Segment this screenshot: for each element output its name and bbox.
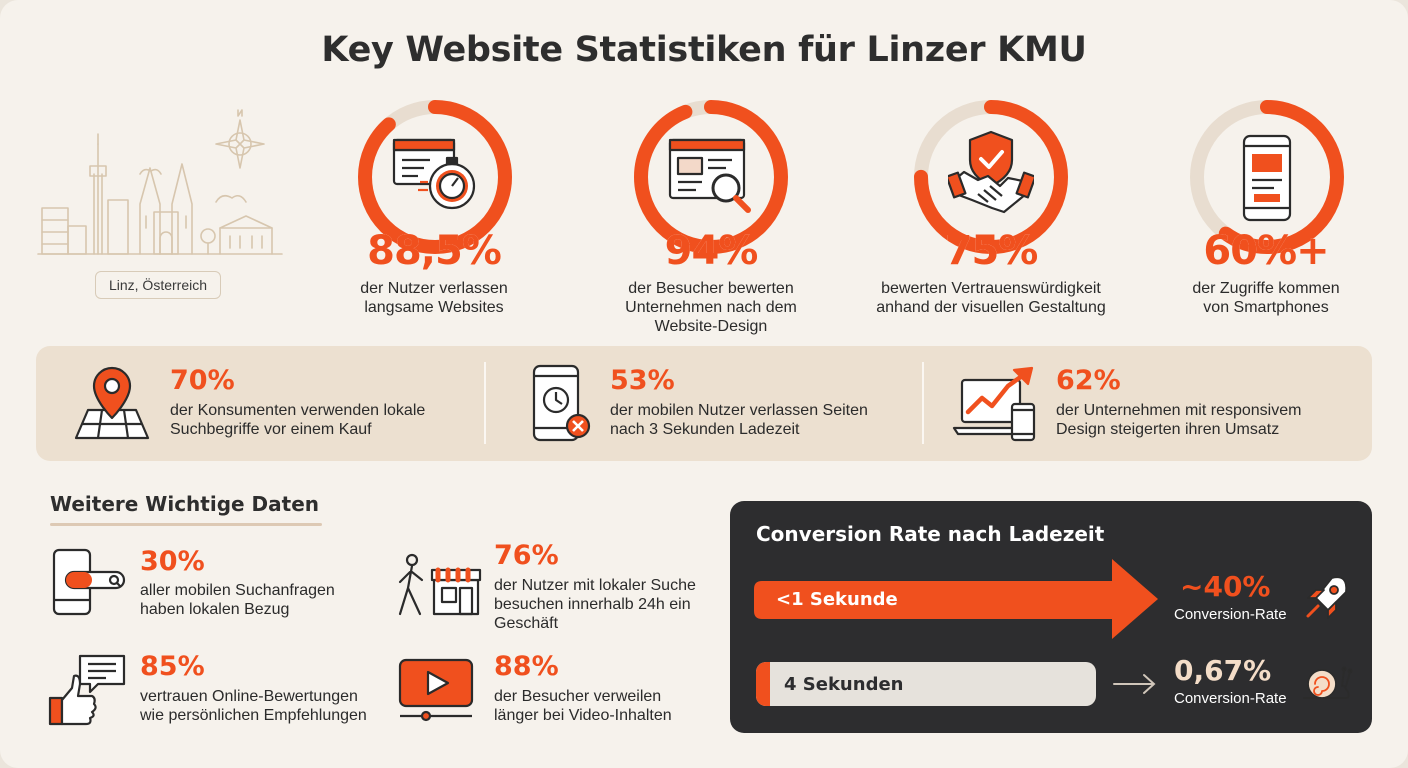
stat-desc-4-line2: von Smartphones — [1203, 299, 1329, 316]
band-divider — [922, 362, 924, 444]
stat-value-2: 94% — [664, 228, 759, 274]
stat-desc-1-line2: langsame Websites — [364, 299, 504, 316]
band-desc-3: der Unternehmen mit responsivem Design s… — [1056, 401, 1301, 439]
more-desc-2: der Nutzer mit lokaler Suche besuchen in… — [494, 576, 696, 633]
ring-progress-arc — [914, 100, 1068, 254]
more-value-1: 30% — [140, 546, 205, 577]
band-desc-1-line1: der Konsumenten verwenden lokale — [170, 402, 426, 419]
arrow-right-icon — [1113, 674, 1156, 694]
slow-conversion-sub: Conversion-Rate — [1174, 690, 1287, 707]
band-desc-2: der mobilen Nutzer verlassen Seiten nach… — [610, 401, 868, 439]
band-desc-1: der Konsumenten verwenden lokale Suchbeg… — [170, 401, 425, 439]
walking-store-icon — [398, 553, 482, 616]
ring-progress-arc — [1190, 100, 1344, 254]
more-desc-2-line1: der Nutzer mit lokaler Suche — [494, 577, 696, 594]
more-desc-2-line3: Geschäft — [494, 615, 559, 632]
rocket-icon — [1306, 576, 1348, 619]
band-divider — [484, 362, 486, 444]
stat-desc-4-line1: der Zugriffe kommen — [1192, 280, 1340, 297]
browser-magnifier-icon — [668, 138, 751, 213]
band-value-2: 53% — [610, 365, 675, 396]
phone-clock-icon — [532, 364, 591, 442]
band-value-3: 62% — [1056, 365, 1121, 396]
smartphone-icon — [1242, 134, 1292, 222]
stat-ring-4 — [1190, 100, 1344, 254]
more-desc-3: vertrauen Online-Bewertungen wie persönl… — [140, 687, 367, 725]
more-desc-1: aller mobilen Suchanfragen haben lokalen… — [140, 581, 335, 619]
section-underline — [50, 523, 322, 526]
more-value-4: 88% — [494, 651, 559, 682]
band-desc-3-line1: der Unternehmen mit responsivem — [1056, 402, 1302, 419]
stat-desc-2-line2: Unternehmen nach dem — [625, 299, 797, 316]
stat-ring-2 — [634, 100, 788, 254]
ring-progress-arc — [358, 100, 512, 254]
band-desc-1-line2: Suchbegriffe vor einem Kauf — [170, 421, 372, 438]
video-play-icon — [398, 658, 474, 722]
stat-value-3: 75% — [944, 228, 1039, 274]
ring-progress-arc — [634, 100, 788, 254]
more-desc-3-line2: wie persönlichen Empfehlungen — [140, 707, 367, 724]
slow-conversion-value: 0,67% — [1174, 654, 1272, 687]
band-desc-2-line2: nach 3 Sekunden Ladezeit — [610, 421, 800, 438]
browser-stopwatch-icon — [392, 138, 476, 210]
more-value-3: 85% — [140, 651, 205, 682]
stat-desc-3-line2: anhand der visuellen Gestaltung — [876, 299, 1106, 316]
stat-desc-4: der Zugriffe kommen von Smartphones — [1146, 279, 1386, 317]
band-value-1: 70% — [170, 365, 235, 396]
page-title: Key Website Statistiken für Linzer KMU — [321, 30, 1087, 70]
stat-ring-3 — [914, 100, 1068, 254]
band-desc-2-line1: der mobilen Nutzer verlassen Seiten — [610, 402, 868, 419]
stat-desc-3-line1: bewerten Vertrauenswürdigkeit — [881, 280, 1101, 297]
section-heading: Weitere Wichtige Daten — [50, 492, 320, 516]
stat-desc-3: bewerten Vertrauenswürdigkeit anhand der… — [856, 279, 1126, 317]
stat-desc-2-line1: der Besucher bewerten — [628, 280, 794, 297]
location-label: Linz, Österreich — [95, 271, 221, 299]
fast-load-label: <1 Sekunde — [776, 589, 898, 610]
fast-conversion-value: ~40% — [1180, 570, 1271, 603]
more-desc-4-line2: länger bei Video-Inhalten — [494, 707, 672, 724]
devices-growth-icon — [952, 366, 1036, 442]
more-desc-1-line2: haben lokalen Bezug — [140, 601, 290, 618]
snail-icon — [1303, 666, 1353, 699]
phone-search-icon — [52, 548, 126, 616]
conversion-title: Conversion Rate nach Ladezeit — [756, 522, 1105, 546]
fast-load-arrow — [754, 559, 1158, 639]
more-value-2: 76% — [494, 540, 559, 571]
band-desc-3-line2: Design steigerten ihren Umsatz — [1056, 421, 1280, 438]
more-desc-1-line1: aller mobilen Suchanfragen — [140, 582, 335, 599]
more-desc-4: der Besucher verweilen länger bei Video-… — [494, 687, 672, 725]
highlight-band — [36, 346, 1372, 461]
stat-value-4: 60%+ — [1203, 228, 1329, 274]
stat-desc-1-line1: der Nutzer verlassen — [360, 280, 508, 297]
slow-load-bar-fill — [756, 662, 770, 706]
stat-desc-2: der Besucher bewerten Unternehmen nach d… — [591, 279, 831, 336]
shield-handshake-icon — [948, 130, 1034, 214]
thumbs-up-review-icon — [48, 654, 126, 726]
stat-desc-1: der Nutzer verlassen langsame Websites — [314, 279, 554, 317]
more-desc-2-line2: besuchen innerhalb 24h ein — [494, 596, 691, 613]
map-pin-icon — [74, 366, 150, 440]
more-desc-4-line1: der Besucher verweilen — [494, 688, 662, 705]
fast-conversion-sub: Conversion-Rate — [1174, 606, 1287, 623]
stat-value-1: 88,5% — [367, 228, 502, 274]
linz-skyline-icon — [37, 109, 283, 255]
stat-desc-2-line3: Website-Design — [654, 318, 768, 335]
stat-ring-1 — [358, 100, 512, 254]
slow-load-label: 4 Sekunden — [784, 674, 904, 695]
more-desc-3-line1: vertrauen Online-Bewertungen — [140, 688, 358, 705]
slow-load-bar — [756, 662, 1096, 706]
